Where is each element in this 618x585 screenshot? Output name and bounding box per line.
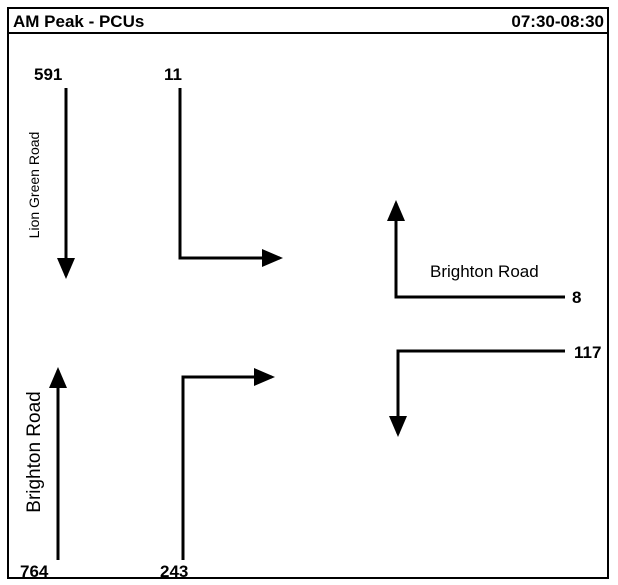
- road-label: Brighton Road: [430, 262, 539, 281]
- flow-label: 591: [34, 65, 62, 84]
- flow-arrow: [389, 349, 565, 437]
- flow-arrow: [178, 88, 283, 267]
- flow-label: 117: [574, 343, 601, 362]
- title: AM Peak - PCUs: [13, 12, 144, 31]
- road-label: Lion Green Road: [26, 132, 42, 239]
- flow-label: 11: [164, 65, 182, 84]
- period: 07:30-08:30: [511, 12, 604, 31]
- flow-label: 8: [572, 288, 581, 307]
- frame: [7, 7, 609, 579]
- road-label: Brighton Road: [24, 391, 45, 512]
- flow-arrow: [181, 368, 275, 560]
- flow-arrow: [387, 200, 565, 299]
- flow-label: 764: [20, 562, 49, 581]
- flow-label: 243: [160, 562, 188, 581]
